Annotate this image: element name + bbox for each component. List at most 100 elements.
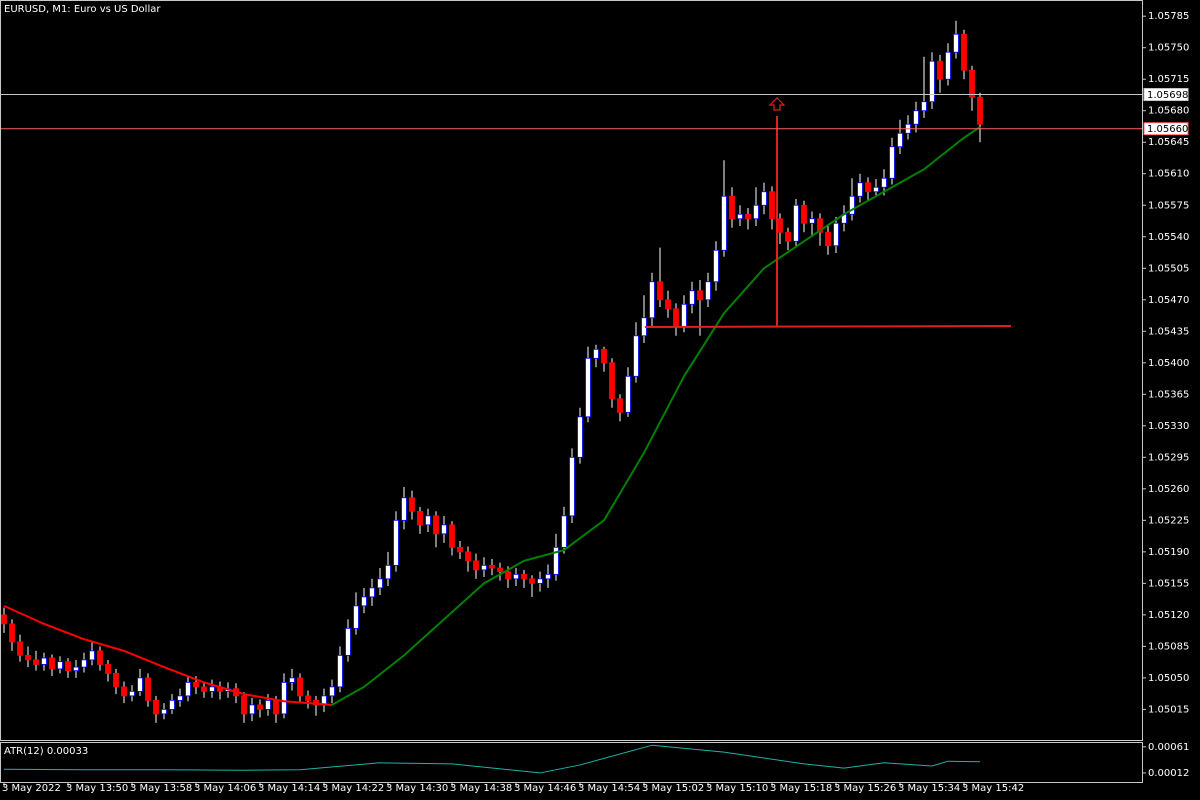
candle-down [673,308,679,328]
candle-down [49,657,55,670]
y-tick-label: 1.05085 [1148,641,1189,652]
price-label-box [1143,88,1189,102]
y-tick-label: 1.05225 [1148,515,1189,526]
candle-up [481,564,487,571]
y-tick-label: 1.05645 [1148,137,1189,148]
candle-down [273,699,279,715]
candle-down [745,213,751,220]
y-tick-label: 1.05610 [1148,169,1189,180]
candle-up [337,654,343,688]
candle-up [945,51,951,80]
candle-down [113,672,119,688]
candle-down [409,497,415,512]
candle-down [961,33,967,71]
layers: 1.057851.057501.057151.056801.056451.056… [0,11,1189,794]
candle-down [529,578,535,584]
candle-down [801,204,807,224]
candle-up [809,218,815,224]
candle-down [473,560,479,571]
candle-up [761,191,767,206]
x-tick-label: 3 May 15:34 [898,783,960,794]
candle-up [873,186,879,193]
candle-up [129,690,135,697]
candle-down [33,659,39,665]
y-tick-label: 1.05295 [1148,452,1189,463]
indicator-frame [0,742,1143,783]
y-tick-label: 1.05365 [1148,389,1189,400]
candle-up [161,708,167,715]
candle-down [465,551,471,562]
candle-up [81,659,87,668]
candle-up [913,110,919,125]
candle-up [737,213,743,220]
x-tick-label: 3 May 15:10 [706,783,768,794]
indicator-label: ATR(12) 0.00033 [4,746,88,757]
y-tick-label: 1.05750 [1148,43,1189,54]
candle-up [633,335,639,377]
trend-line [644,325,1012,328]
indicator-layer [3,744,981,774]
candle-up [897,132,903,148]
candle-up [441,524,447,535]
indicator-line [3,744,981,774]
candle-down [257,704,263,710]
candle-up [849,195,855,215]
y-tick-label: 1.05330 [1148,421,1189,432]
moving-average [331,126,981,706]
indicator-tick-label: 0.00012 [1148,768,1189,779]
x-tick-label: 3 May 13:58 [130,783,192,794]
candle-down [497,567,503,573]
candle-down [305,695,311,701]
candle-up [577,416,583,458]
candle-up [881,177,887,188]
candle-down [433,515,439,535]
candle-down [1,614,7,625]
x-tick-label: 3 May 2022 [2,783,61,794]
candle-up [833,222,839,247]
y-tick-label: 1.05120 [1148,610,1189,621]
candle-down [697,290,703,301]
candle-up [265,699,271,710]
candle-up [537,578,543,584]
candle-up [249,704,255,715]
chart-title: EURUSD, M1: Euro vs US Dollar [4,4,161,15]
label-layer: 1.05698 1.05660 [0,88,1189,136]
price-label: 1.05660 [1147,124,1188,135]
candle-up [921,101,927,112]
candle-up [689,290,695,305]
candle-down [785,231,791,242]
candle-up [545,573,551,580]
axis-layer: 1.057851.057501.057151.056801.056451.056… [2,11,1189,794]
moving-average [3,604,333,706]
candle-up [209,686,215,692]
candle-down [121,686,127,697]
candle-up [681,303,687,328]
candle-up [425,515,431,526]
candle-down [609,362,615,400]
candle-down [153,699,159,715]
y-tick-label: 1.05190 [1148,547,1189,558]
candle-up [289,677,295,683]
candle-up [73,666,79,672]
candle-up [169,699,175,710]
y-tick-label: 1.05715 [1148,74,1189,85]
y-tick-label: 1.05470 [1148,295,1189,306]
candle-down [201,686,207,692]
candle-down [937,60,943,80]
candle-down [977,96,983,125]
x-tick-label: 3 May 14:38 [450,783,512,794]
candle-down [65,661,71,672]
candle-up [89,650,95,661]
price-label: 1.05698 [1147,90,1188,101]
candle-up [513,573,519,580]
candle-down [241,695,247,715]
arrow-head [768,97,786,111]
x-tick-label: 3 May 15:26 [834,783,896,794]
candle-down [769,191,775,220]
candle-up [401,497,407,521]
candle-down [97,650,103,665]
candle-down [657,281,663,301]
candle-down [617,398,623,413]
candle-up [561,515,567,548]
